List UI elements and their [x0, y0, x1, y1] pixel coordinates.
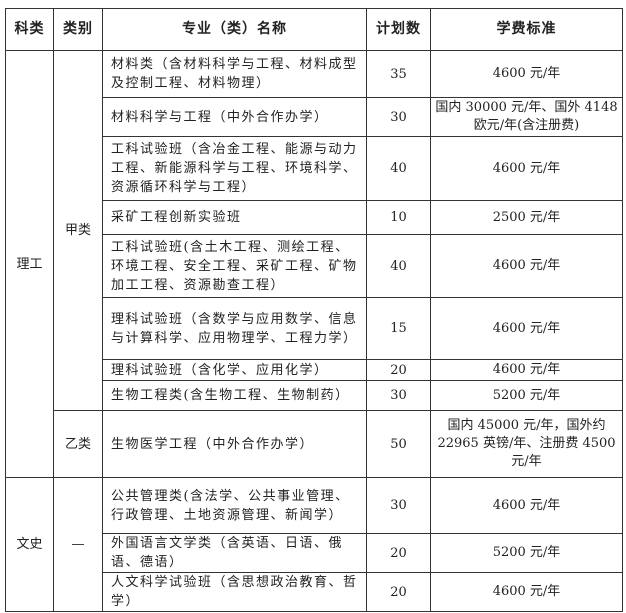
header-fee: 学费标准 — [430, 8, 623, 51]
header-plan: 计划数 — [366, 8, 431, 51]
header-major: 专业（类）名称 — [102, 8, 367, 51]
header-row: 科类 类别 专业（类）名称 计划数 学费标准 — [5, 8, 623, 51]
fee-cell: 国内 30000 元/年、国外 4148 欧元/年(含注册费) — [430, 97, 623, 137]
major-cell: 生物工程类(含生物工程、生物制药） — [102, 380, 367, 411]
table-row: 采矿工程创新实验班 10 2500 元/年 — [6, 200, 623, 235]
fee-cell: 5200 元/年 — [430, 380, 623, 411]
plan-cell: 40 — [366, 136, 431, 201]
plan-cell: 10 — [366, 200, 431, 235]
category-dash: — — [53, 477, 103, 612]
plan-cell: 20 — [366, 359, 431, 381]
plan-cell: 50 — [366, 410, 431, 478]
subject-arts: 文史 — [5, 477, 54, 612]
plan-cell: 30 — [366, 97, 431, 137]
header-subject: 科类 — [5, 8, 54, 51]
enrollment-plan-table: 科类 类别 专业（类）名称 计划数 学费标准 理工 甲类 材料类（含材料科学与工… — [5, 8, 623, 612]
fee-cell: 4600 元/年 — [430, 477, 623, 534]
major-cell: 材料科学与工程（中外合作办学） — [102, 97, 367, 137]
table-row: 人文科学试验班（含思想政治教育、哲学） 20 4600 元/年 — [6, 572, 623, 612]
table-row: 外国语言文学类（含英语、日语、俄语、德语） 20 5200 元/年 — [6, 533, 623, 573]
table-row: 工科试验班（含冶金工程、能源与动力工程、新能源科学与工程、环境科学、资源循环科学… — [6, 136, 623, 201]
table-row: 工科试验班(含土木工程、测绘工程、环境工程、安全工程、采矿工程、矿物加工工程、资… — [6, 234, 623, 298]
plan-cell: 30 — [366, 380, 431, 411]
major-cell: 人文科学试验班（含思想政治教育、哲学） — [102, 572, 367, 612]
major-cell: 外国语言文学类（含英语、日语、俄语、德语） — [102, 533, 367, 573]
plan-cell: 20 — [366, 533, 431, 573]
table-row: 材料科学与工程（中外合作办学） 30 国内 30000 元/年、国外 4148 … — [6, 97, 623, 137]
fee-cell: 4600 元/年 — [430, 572, 623, 612]
major-cell: 采矿工程创新实验班 — [102, 200, 367, 235]
major-cell: 生物医学工程（中外合作办学） — [102, 410, 367, 478]
fee-cell: 5200 元/年 — [430, 533, 623, 573]
fee-cell: 4600 元/年 — [430, 136, 623, 201]
plan-cell: 40 — [366, 234, 431, 298]
category-yi: 乙类 — [53, 410, 103, 478]
fee-cell: 国内 45000 元/年，国外约 22965 英镑/年、注册费 4500 元/年 — [430, 410, 623, 478]
plan-cell: 20 — [366, 572, 431, 612]
fee-cell: 4600 元/年 — [430, 359, 623, 381]
major-cell: 工科试验班（含冶金工程、能源与动力工程、新能源科学与工程、环境科学、资源循环科学… — [102, 136, 367, 201]
major-cell: 材料类（含材料科学与工程、材料成型及控制工程、材料物理） — [102, 50, 367, 98]
table-row: 生物工程类(含生物工程、生物制药） 30 5200 元/年 — [6, 380, 623, 411]
plan-cell: 15 — [366, 297, 431, 360]
plan-cell: 35 — [366, 50, 431, 98]
subject-science: 理工 — [5, 50, 54, 478]
fee-cell: 4600 元/年 — [430, 234, 623, 298]
major-cell: 工科试验班(含土木工程、测绘工程、环境工程、安全工程、采矿工程、矿物加工工程、资… — [102, 234, 367, 298]
table-row: 理科试验班（含化学、应用化学） 20 4600 元/年 — [6, 359, 623, 381]
table-row: 乙类 生物医学工程（中外合作办学） 50 国内 45000 元/年，国外约 22… — [6, 410, 623, 478]
major-cell: 理科试验班（含数学与应用数学、信息与计算科学、应用物理学、工程力学） — [102, 297, 367, 360]
fee-cell: 2500 元/年 — [430, 200, 623, 235]
plan-cell: 30 — [366, 477, 431, 534]
fee-cell: 4600 元/年 — [430, 297, 623, 360]
header-category: 类别 — [53, 8, 103, 51]
table-row: 文史 — 公共管理类(含法学、公共事业管理、行政管理、土地资源管理、新闻学） 3… — [5, 477, 623, 612]
major-cell: 公共管理类(含法学、公共事业管理、行政管理、土地资源管理、新闻学） — [102, 477, 367, 534]
fee-cell: 4600 元/年 — [430, 50, 623, 98]
category-jia: 甲类 — [53, 50, 103, 411]
table-row: 理工 甲类 材料类（含材料科学与工程、材料成型及控制工程、材料物理） 35 46… — [5, 50, 623, 478]
major-cell: 理科试验班（含化学、应用化学） — [102, 359, 367, 381]
